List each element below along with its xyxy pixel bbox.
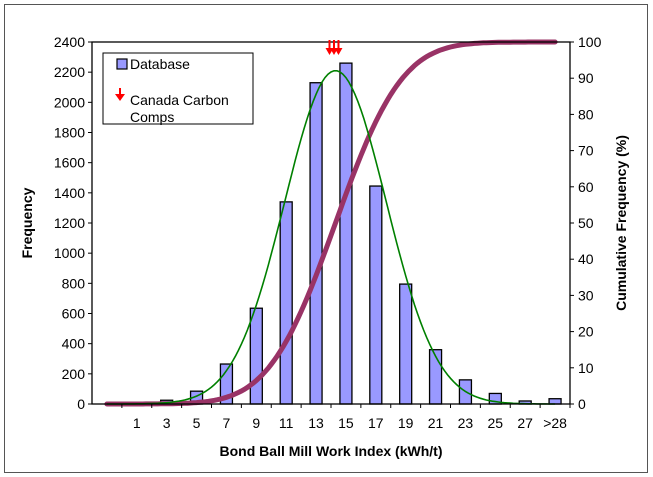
bar-19 xyxy=(399,283,413,405)
y-tick-label: 1400 xyxy=(54,185,85,201)
canada-carbon-arrow-marker xyxy=(325,40,334,55)
x-tick-label: 15 xyxy=(338,415,354,431)
y2-tick-label: 80 xyxy=(578,106,594,122)
x-tick-label: 17 xyxy=(368,415,384,431)
y2-tick-label: 90 xyxy=(578,70,594,86)
x-tick-label: 3 xyxy=(163,415,171,431)
x-tick-label: 21 xyxy=(428,415,444,431)
y2-tick-label: 20 xyxy=(578,324,594,340)
y-tick-label: 1800 xyxy=(54,125,85,141)
y2-tick-label: 50 xyxy=(578,215,594,231)
y2-tick-label: 30 xyxy=(578,287,594,303)
y-axis-title: Frequency xyxy=(19,187,35,258)
x-tick-label: >28 xyxy=(543,415,567,431)
y2-tick-label: 70 xyxy=(578,143,594,159)
y-tick-label: 600 xyxy=(62,306,86,322)
legend-swatch-database xyxy=(116,58,128,70)
y-tick-label: 1200 xyxy=(54,215,85,231)
legend: Database Canada Carbon Comps xyxy=(102,52,254,125)
canada-carbon-arrow-marker xyxy=(329,40,338,55)
y2-axis-title: Cumulative Frequency (%) xyxy=(613,135,629,311)
y-tick-label: 200 xyxy=(62,366,86,382)
legend-arrow-icon xyxy=(115,88,125,101)
legend-box xyxy=(102,52,254,125)
bar-11 xyxy=(279,201,293,405)
y-tick-label: 1600 xyxy=(54,155,85,171)
bar-15 xyxy=(339,62,353,405)
bar-17 xyxy=(369,185,383,405)
y2-tick-label: 100 xyxy=(578,34,602,50)
bar-21 xyxy=(428,349,443,405)
legend-label-database: Database xyxy=(130,56,190,72)
y-tick-label: 1000 xyxy=(54,245,85,261)
y-tick-label: 2200 xyxy=(54,64,85,80)
y-tick-label: 2000 xyxy=(54,94,85,110)
y2-tick-label: 40 xyxy=(578,251,594,267)
x-axis-title: Bond Ball Mill Work Index (kWh/t) xyxy=(220,443,443,459)
bar-13 xyxy=(309,82,323,405)
x-tick-label: 7 xyxy=(223,415,231,431)
normal-fit-line xyxy=(106,70,556,405)
x-tick-label: 1 xyxy=(133,415,141,431)
x-tick-label: 5 xyxy=(193,415,201,431)
x-tick-label: 23 xyxy=(458,415,474,431)
x-tick-label: 11 xyxy=(279,415,294,431)
x-tick-label: 27 xyxy=(517,415,533,431)
y-tick-label: 400 xyxy=(62,336,86,352)
x-tick-label: 13 xyxy=(308,415,324,431)
y2-tick-label: 60 xyxy=(578,179,594,195)
y-tick-label: 0 xyxy=(77,396,85,412)
bar-9 xyxy=(249,307,263,405)
y2-tick-label: 0 xyxy=(578,396,586,412)
legend-label-canada-carbon: Canada Carbon Comps xyxy=(130,92,229,125)
y-tick-label: 800 xyxy=(62,275,86,291)
x-tick-label: 9 xyxy=(252,415,260,431)
x-tick-label: 19 xyxy=(398,415,414,431)
y-tick-label: 2400 xyxy=(54,34,85,50)
canada-carbon-arrow-marker xyxy=(334,40,343,55)
x-tick-label: 25 xyxy=(488,415,504,431)
y2-tick-label: 10 xyxy=(578,360,594,376)
